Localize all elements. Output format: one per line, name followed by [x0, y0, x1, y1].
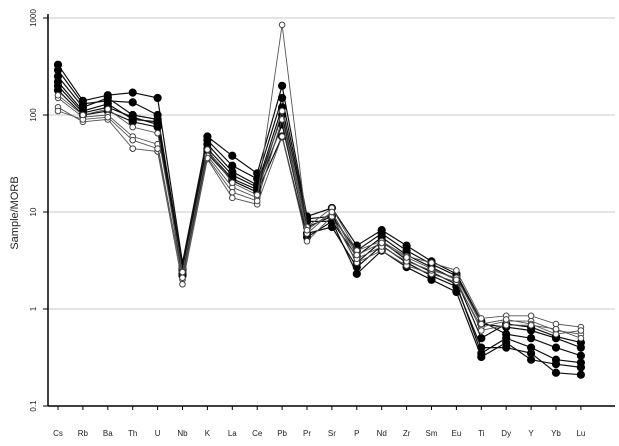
data-point — [477, 352, 486, 362]
x-tick-label: Pr — [303, 429, 311, 438]
x-tick-label: Sm — [426, 429, 438, 438]
data-point — [527, 321, 535, 329]
data-point — [428, 259, 435, 267]
data-point — [353, 251, 361, 259]
y-tick-label: 10 — [29, 207, 38, 216]
series-line — [57, 94, 582, 339]
data-point — [378, 239, 386, 247]
y-tick-label: 1 — [29, 306, 38, 311]
data-point — [352, 269, 361, 279]
x-tick-label: Zr — [403, 429, 411, 438]
x-tick-label: Nb — [177, 429, 188, 438]
data-point — [427, 275, 436, 284]
data-point — [328, 208, 336, 216]
data-point — [527, 334, 536, 343]
series-line — [57, 106, 581, 335]
data-point — [153, 123, 162, 132]
data-point — [527, 312, 535, 320]
data-point — [577, 334, 585, 342]
data-point — [253, 197, 261, 205]
data-point — [403, 254, 410, 261]
x-tick-label: Th — [128, 429, 137, 438]
series-layer — [53, 21, 586, 379]
x-tick-label: Eu — [452, 429, 462, 438]
x-tick-label: Y — [528, 429, 534, 438]
x-tick-label: La — [228, 429, 237, 438]
data-point — [551, 368, 561, 377]
data-point — [54, 91, 62, 99]
x-tick-label: Nd — [377, 429, 387, 438]
data-point — [228, 151, 237, 160]
data-point — [576, 363, 586, 372]
y-tick-label: 100 — [29, 108, 38, 122]
data-point — [128, 98, 137, 107]
series-line — [57, 85, 581, 376]
data-point — [577, 327, 585, 334]
data-point — [551, 360, 561, 369]
x-tick-label: Yb — [551, 429, 561, 438]
data-point — [154, 129, 161, 137]
data-point — [527, 355, 536, 364]
series-line — [57, 24, 581, 328]
data-point — [129, 136, 136, 144]
x-tick-label: P — [354, 429, 359, 438]
data-point — [278, 81, 287, 90]
y-tick-label: 0.1 — [29, 400, 38, 412]
y-axis-title: Sample/MORB — [9, 176, 21, 249]
data-point — [303, 237, 311, 245]
x-tick-label: Pb — [277, 429, 287, 438]
x-tick-label: Sr — [328, 429, 336, 438]
data-point — [502, 321, 510, 329]
x-tick-label: K — [205, 429, 211, 438]
data-point — [452, 287, 461, 297]
data-point — [278, 21, 286, 29]
axes: 1000 100 10 1 0.1 Cs Rb Ba Th U Nb K La Ce Pb Pr Sr P Nd Zr… — [29, 9, 615, 438]
data-point — [278, 93, 287, 103]
data-point — [229, 194, 236, 202]
data-point — [478, 327, 485, 334]
data-point — [129, 145, 136, 152]
x-tick-label: Ba — [103, 429, 113, 438]
data-point — [453, 267, 460, 274]
x-tick-label: U — [155, 429, 161, 438]
data-point — [428, 265, 435, 273]
data-point — [278, 133, 286, 140]
data-point — [179, 268, 186, 276]
data-point — [104, 113, 112, 121]
x-tick-label: Rb — [78, 429, 89, 438]
data-point — [502, 316, 510, 323]
data-point — [502, 338, 511, 347]
data-point — [79, 111, 87, 119]
x-tick-label: Cs — [53, 429, 63, 438]
data-point — [179, 280, 186, 288]
data-point — [576, 370, 586, 379]
data-point — [179, 274, 186, 282]
data-point — [229, 179, 236, 187]
data-point — [229, 188, 236, 196]
data-point — [54, 107, 62, 115]
data-point — [253, 191, 261, 199]
data-point — [154, 145, 161, 152]
data-point — [551, 343, 561, 352]
x-tick-label: Dy — [501, 429, 511, 438]
x-tick-label: Ce — [252, 429, 263, 438]
y-tick-label: 1000 — [29, 9, 38, 27]
data-point — [576, 351, 586, 360]
data-point — [129, 123, 136, 131]
series-line — [57, 110, 581, 335]
data-point — [104, 105, 112, 113]
x-tick-label: Lu — [576, 429, 585, 438]
x-tick-label: Ti — [478, 429, 485, 438]
data-point — [552, 325, 560, 333]
data-point — [303, 226, 311, 234]
data-point — [153, 93, 162, 103]
data-point — [278, 107, 286, 115]
data-point — [453, 276, 460, 284]
data-point — [204, 146, 211, 153]
data-point — [128, 88, 137, 97]
